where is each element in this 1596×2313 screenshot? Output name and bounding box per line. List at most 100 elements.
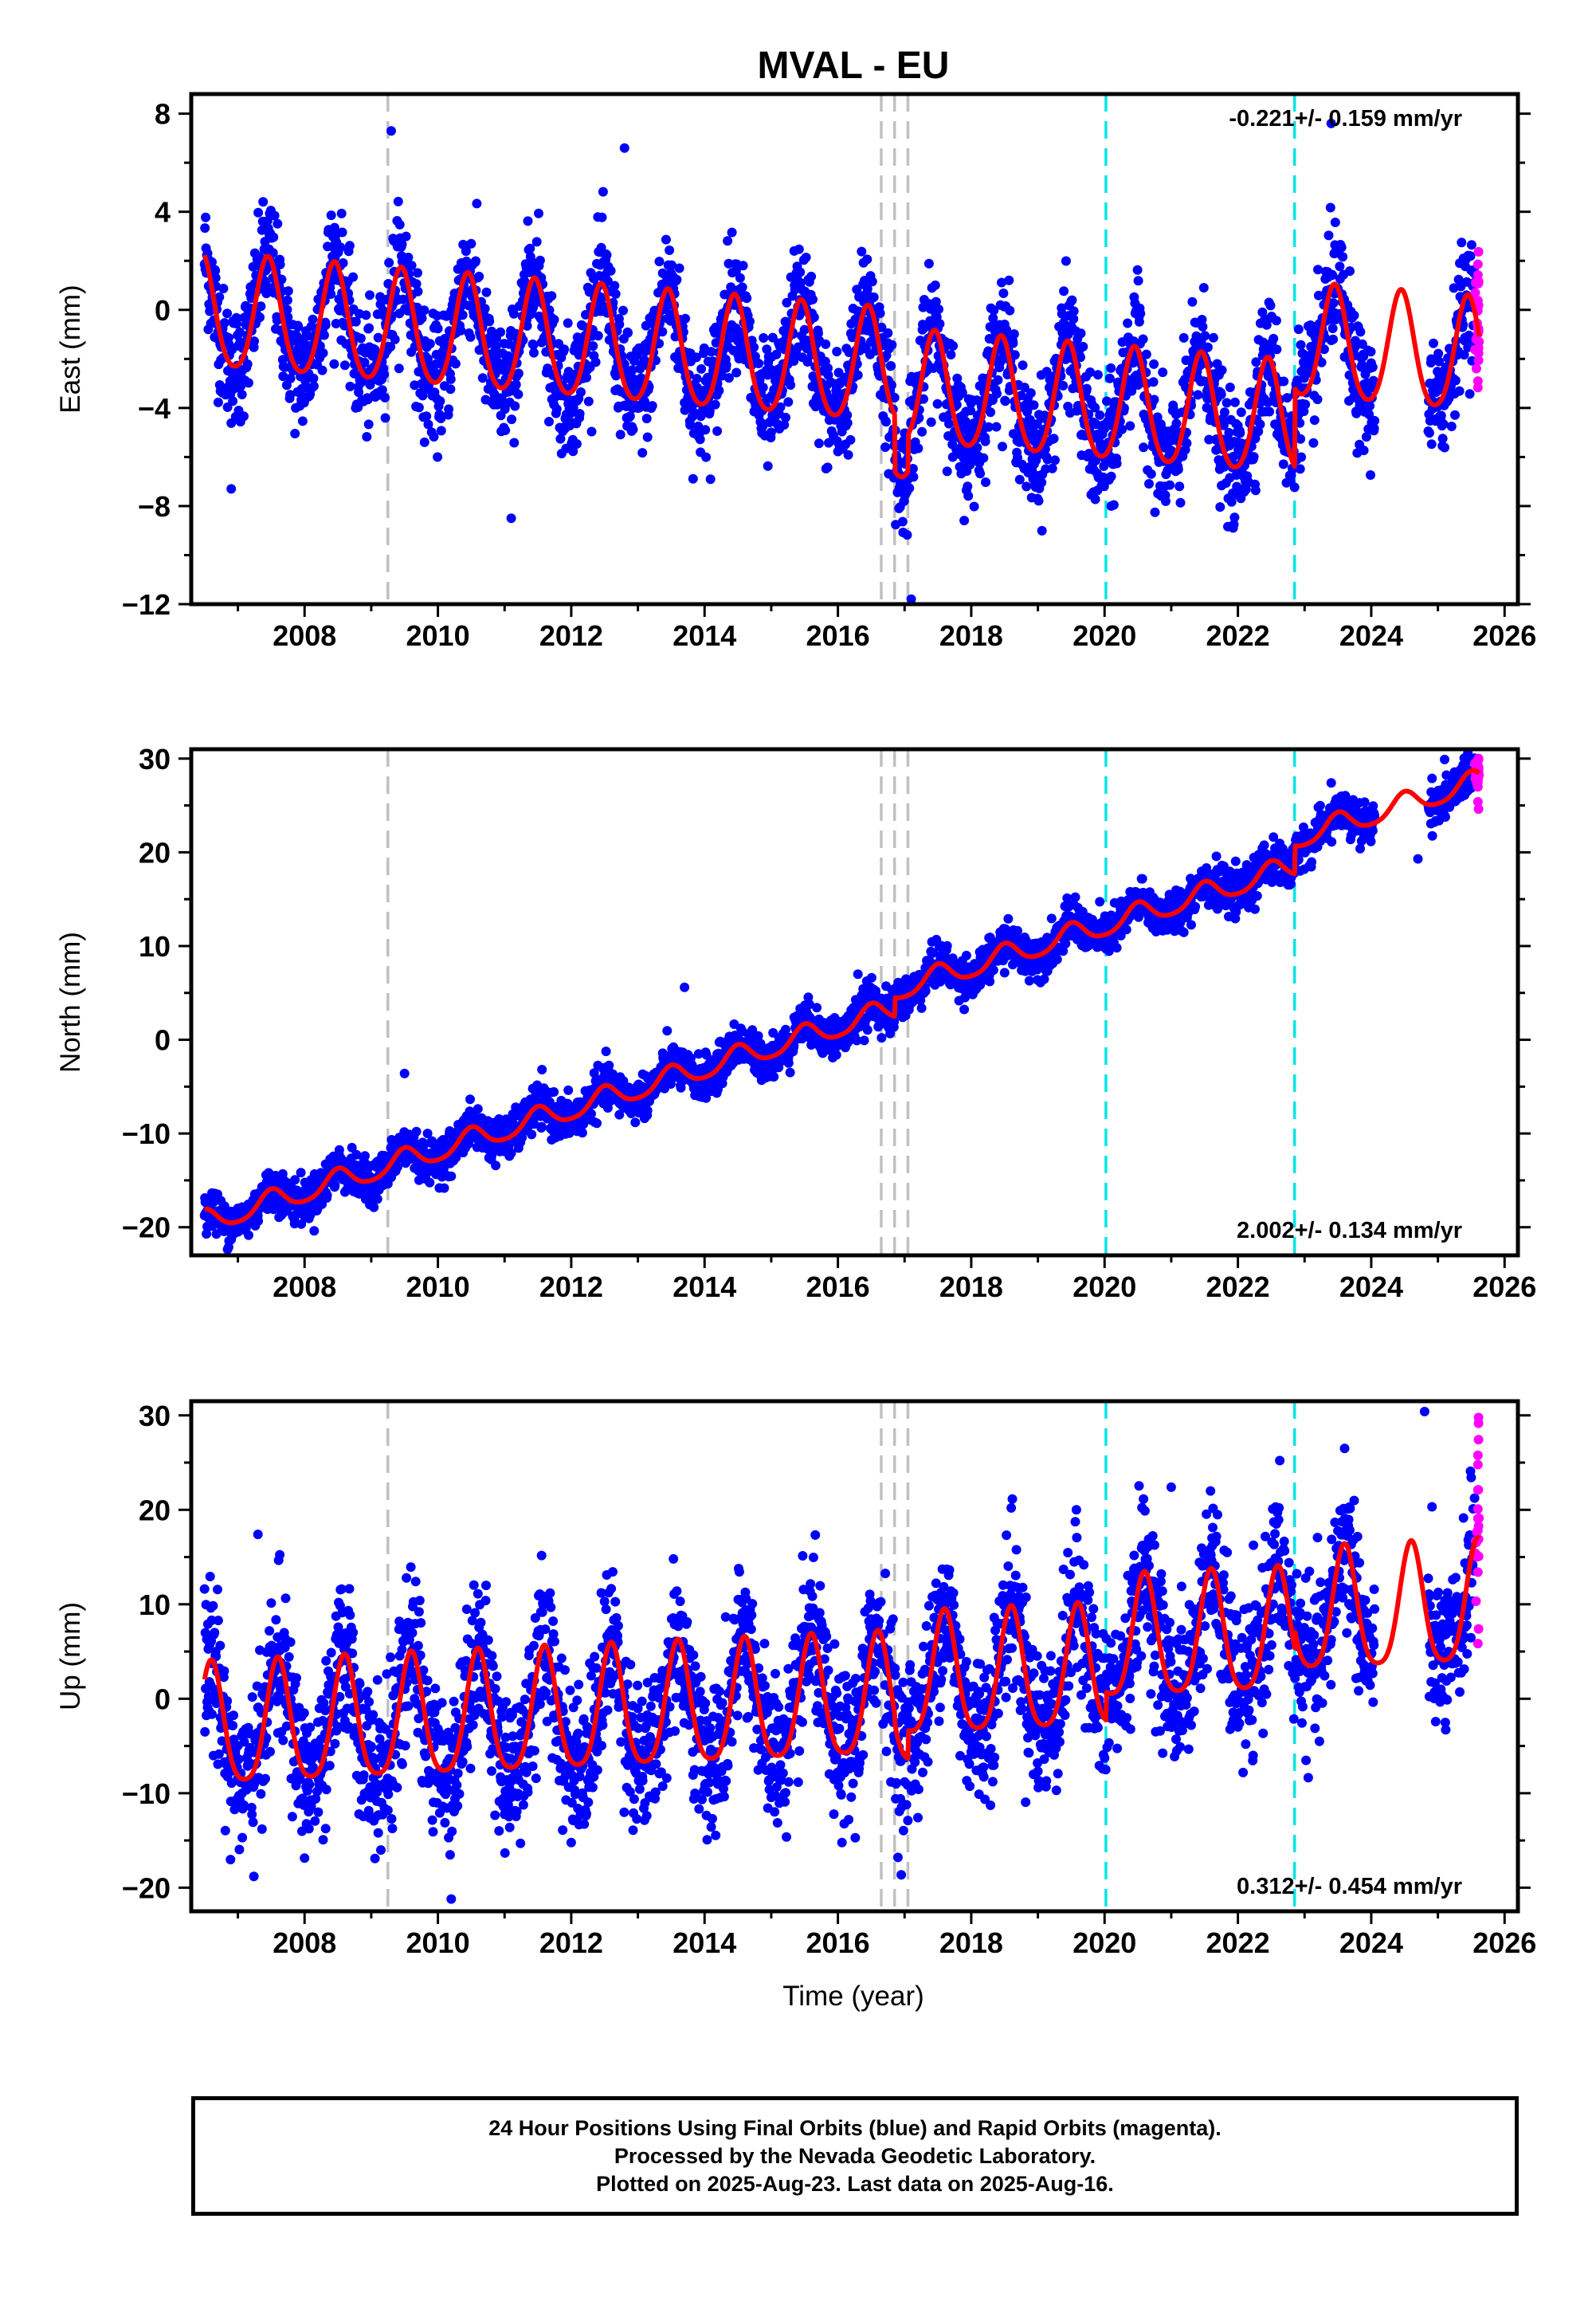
- final-orbit-point: [1138, 334, 1148, 344]
- final-orbit-point: [1009, 329, 1019, 340]
- final-orbit-point: [1219, 407, 1229, 418]
- final-orbit-point: [337, 227, 347, 238]
- x-tick-label: 2012: [539, 619, 603, 652]
- final-orbit-point: [795, 267, 806, 277]
- final-orbit-point: [672, 274, 682, 285]
- final-orbit-point: [998, 289, 1009, 298]
- final-orbit-point: [1225, 383, 1235, 392]
- final-orbit-point: [1067, 295, 1077, 305]
- final-orbit-point: [1019, 383, 1029, 393]
- final-orbit-point: [628, 424, 638, 434]
- final-orbit-point: [359, 357, 370, 367]
- final-orbit-point: [351, 1149, 362, 1160]
- final-orbit-point: [806, 271, 817, 281]
- final-orbit-point: [615, 430, 625, 440]
- final-orbit-point: [444, 404, 454, 414]
- final-orbit-point: [642, 432, 653, 442]
- final-orbit-point: [285, 373, 296, 383]
- final-orbit-point: [1459, 350, 1469, 360]
- final-orbit-point: [347, 1142, 357, 1153]
- final-orbit-point: [1466, 240, 1476, 250]
- final-orbit-point: [762, 344, 772, 355]
- final-orbit-point: [1058, 380, 1069, 391]
- final-orbit-point: [577, 1128, 587, 1138]
- final-orbit-point: [842, 410, 853, 420]
- final-orbit-point: [1224, 428, 1234, 438]
- x-tick-label: 2026: [1472, 619, 1536, 652]
- final-orbit-point: [351, 316, 361, 327]
- final-orbit-point: [946, 350, 956, 359]
- final-orbit-point: [1336, 242, 1347, 253]
- final-orbit-point: [1197, 315, 1207, 324]
- final-orbit-point: [537, 1065, 547, 1074]
- final-orbit-point: [1323, 230, 1334, 241]
- final-orbit-point: [1047, 463, 1057, 473]
- final-orbit-point: [674, 263, 684, 273]
- final-orbit-point: [1424, 428, 1434, 438]
- final-orbit-point: [1149, 359, 1159, 369]
- final-orbit-point: [329, 222, 339, 233]
- final-orbit-point: [1117, 424, 1127, 434]
- final-orbit-point: [1173, 465, 1183, 474]
- y-tick-label: −4: [138, 392, 171, 425]
- final-orbit-point: [559, 344, 570, 355]
- final-orbit-point: [785, 1067, 795, 1078]
- final-orbit-point: [1255, 419, 1265, 430]
- final-orbit-point: [491, 1160, 501, 1171]
- final-orbit-point: [549, 1087, 559, 1097]
- final-orbit-point: [500, 404, 510, 414]
- final-orbit-point: [1261, 320, 1272, 330]
- final-orbit-point: [373, 332, 383, 343]
- final-orbit-point: [253, 1215, 264, 1226]
- rapid-orbit-point: [1472, 376, 1483, 387]
- final-orbit-point: [534, 208, 543, 218]
- final-orbit-point: [786, 380, 796, 390]
- final-orbit-point: [1029, 400, 1039, 410]
- final-orbit-point: [401, 231, 411, 242]
- final-orbit-point: [1325, 202, 1335, 213]
- final-orbit-point: [283, 286, 293, 296]
- final-orbit-point: [704, 406, 715, 416]
- final-orbit-point: [574, 409, 585, 419]
- final-orbit-point: [397, 239, 407, 249]
- final-orbit-point: [604, 1060, 614, 1070]
- x-tick-label: 2020: [1072, 619, 1136, 652]
- final-orbit-point: [1104, 373, 1115, 383]
- final-orbit-point: [853, 370, 863, 380]
- final-orbit-point: [457, 310, 468, 320]
- final-orbit-point: [906, 594, 916, 604]
- final-orbit-point: [439, 1183, 449, 1193]
- final-orbit-point: [662, 1026, 673, 1036]
- final-orbit-point: [731, 367, 742, 378]
- final-orbit-point: [484, 316, 495, 327]
- final-orbit-point: [525, 243, 535, 253]
- final-orbit-point: [425, 1177, 435, 1188]
- final-orbit-point: [881, 417, 891, 427]
- final-orbit-point: [326, 210, 336, 221]
- final-orbit-point: [1161, 496, 1171, 506]
- final-orbit-point: [282, 304, 292, 315]
- final-orbit-point: [931, 296, 941, 307]
- panel-east: 2008 2010 2012 2014 2016 2018 2020 2022 2024 2026…: [55, 92, 1536, 652]
- final-orbit-point: [1218, 420, 1229, 430]
- final-orbit-point: [581, 309, 590, 320]
- final-orbit-point: [474, 271, 484, 281]
- final-orbit-point: [531, 237, 542, 247]
- final-orbit-point: [1330, 218, 1340, 227]
- final-orbit-point: [887, 340, 897, 350]
- final-orbit-point: [477, 373, 488, 383]
- final-orbit-point: [887, 380, 896, 391]
- final-orbit-point: [1454, 386, 1465, 396]
- final-orbit-point: [326, 289, 336, 299]
- final-orbit-point: [329, 359, 339, 369]
- final-orbit-point: [380, 413, 390, 423]
- final-orbit-point: [423, 419, 433, 430]
- final-orbit-point: [749, 342, 759, 352]
- final-orbit-point: [908, 472, 919, 482]
- final-orbit-point: [456, 325, 466, 336]
- final-orbit-point: [1272, 344, 1282, 355]
- east-model-curve: [202, 253, 1482, 480]
- final-orbit-point: [308, 314, 318, 324]
- final-orbit-point: [1149, 395, 1159, 405]
- final-orbit-point: [377, 385, 387, 395]
